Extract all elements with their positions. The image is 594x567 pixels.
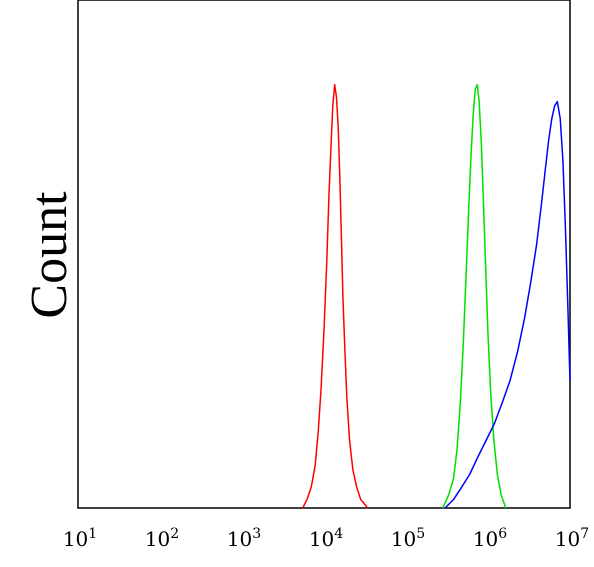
tick-base: 10 [227, 527, 252, 551]
tick-base: 10 [63, 527, 88, 551]
tick-base: 10 [391, 527, 416, 551]
tick-base: 10 [555, 527, 580, 551]
tick-base: 10 [473, 527, 498, 551]
x-tick-labels: 101 102 103 104 105 106 107 [63, 526, 589, 551]
y-axis-label: Count [21, 191, 78, 319]
x-tick-label-4: 104 [309, 526, 343, 551]
x-tick-label-6: 106 [473, 526, 507, 551]
tick-base: 10 [309, 527, 334, 551]
tick-exponent: 7 [580, 526, 589, 542]
x-tick-label-1: 101 [63, 526, 97, 551]
x-tick-label-2: 102 [145, 526, 179, 551]
tick-exponent: 1 [88, 526, 97, 542]
histogram-series-1 [302, 83, 369, 509]
x-tick-label-5: 105 [391, 526, 425, 551]
x-tick-label-3: 103 [227, 526, 261, 551]
histogram-series-3 [444, 100, 571, 509]
tick-exponent: 2 [170, 526, 179, 542]
tick-exponent: 5 [416, 526, 425, 542]
x-tick-label-7: 107 [555, 526, 589, 551]
plot-frame [77, 0, 571, 509]
tick-base: 10 [145, 527, 170, 551]
tick-exponent: 4 [334, 526, 343, 542]
tick-exponent: 3 [252, 526, 261, 542]
series-layer [302, 83, 571, 509]
tick-exponent: 6 [498, 526, 507, 542]
histogram-series-2 [441, 83, 507, 509]
